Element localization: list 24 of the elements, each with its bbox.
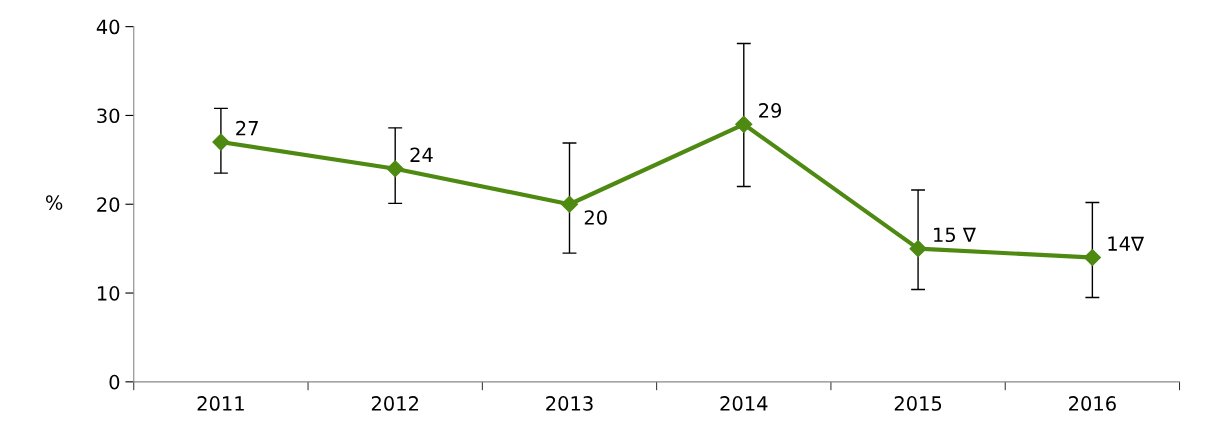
data-label: 14∇ [1108,236,1145,251]
y-tick-label: 20 [97,197,120,212]
data-label: 15 ∇ [934,227,976,243]
point [909,240,927,258]
x-tick-label: 2011 [197,396,244,411]
x-tick-label: 2013 [546,396,593,411]
x-tick-label: 2012 [371,396,418,411]
y-tick-label: 30 [97,108,120,124]
point [212,133,230,151]
point [735,115,753,133]
x-tick-label: 2014 [720,396,768,411]
point [1083,248,1101,267]
y-tick-label: 10 [97,286,120,301]
point [560,195,579,213]
data-label: 24 [410,147,433,162]
x-tick-label: 2015 [894,396,942,411]
x-tick-label: 2016 [1069,396,1116,411]
data-label: 20 [584,210,607,225]
y-tick-label: 0 [109,374,120,390]
y-tick-label: 40 [96,19,120,35]
data-label: 29 [759,103,782,118]
data-label: 27 [236,120,258,136]
y-axis-title: % [45,195,63,210]
point [386,160,404,178]
